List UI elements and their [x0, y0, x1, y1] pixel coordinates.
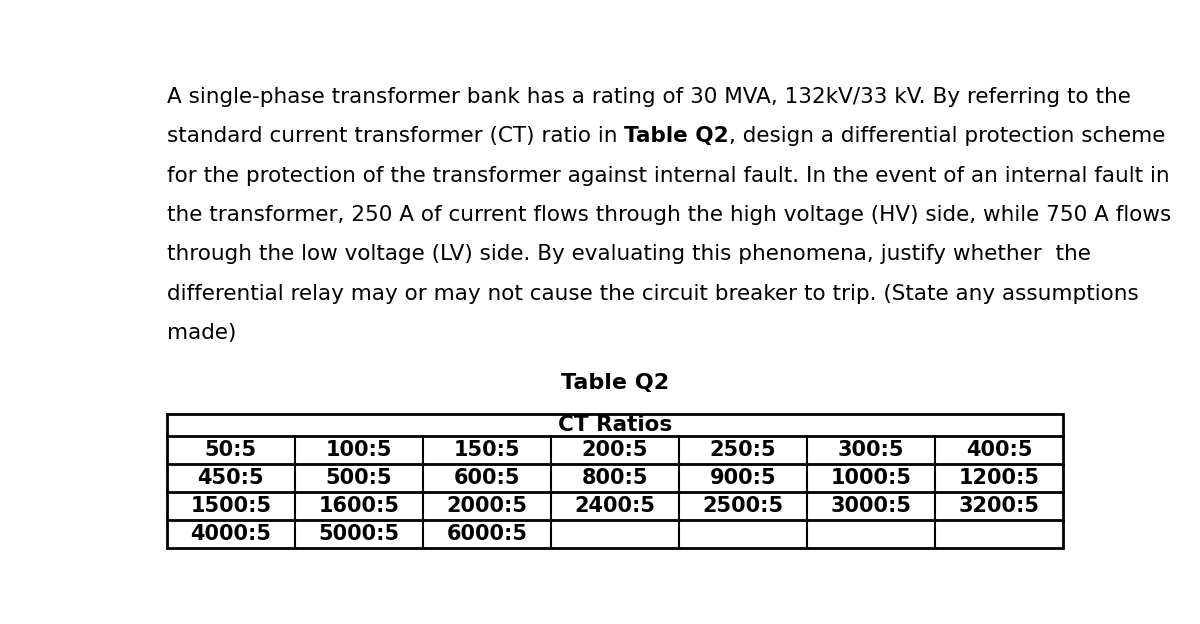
Text: CT Ratios: CT Ratios — [558, 415, 672, 435]
Text: for the protection of the transformer against internal fault. In the event of an: for the protection of the transformer ag… — [167, 166, 1169, 186]
Text: 2400:5: 2400:5 — [575, 496, 655, 516]
Text: 1600:5: 1600:5 — [318, 496, 400, 516]
Text: 900:5: 900:5 — [709, 468, 776, 488]
Text: 800:5: 800:5 — [582, 468, 648, 488]
Text: 1000:5: 1000:5 — [830, 468, 912, 488]
Text: 2500:5: 2500:5 — [702, 496, 784, 516]
Text: through the low voltage (LV) side. By evaluating this phenomena, justify whether: through the low voltage (LV) side. By ev… — [167, 245, 1091, 265]
Text: , design a differential protection scheme: , design a differential protection schem… — [728, 126, 1165, 146]
Text: 300:5: 300:5 — [838, 440, 905, 460]
Text: 3200:5: 3200:5 — [959, 496, 1039, 516]
Text: 5000:5: 5000:5 — [318, 524, 400, 544]
Text: 1200:5: 1200:5 — [959, 468, 1039, 488]
Text: 6000:5: 6000:5 — [446, 524, 528, 544]
Text: differential relay may or may not cause the circuit breaker to trip. (State any : differential relay may or may not cause … — [167, 284, 1139, 304]
Text: Table Q2: Table Q2 — [624, 126, 728, 146]
Text: 400:5: 400:5 — [966, 440, 1032, 460]
Text: Table Q2: Table Q2 — [560, 373, 670, 392]
Text: the transformer, 250 A of current flows through the high voltage (HV) side, whil: the transformer, 250 A of current flows … — [167, 205, 1171, 225]
Text: A single-phase transformer bank has a rating of 30 MVA, 132kV/33 kV. By referrin: A single-phase transformer bank has a ra… — [167, 87, 1130, 107]
Text: standard current transformer (CT) ratio in: standard current transformer (CT) ratio … — [167, 126, 624, 146]
Text: 150:5: 150:5 — [454, 440, 521, 460]
Text: 50:5: 50:5 — [205, 440, 257, 460]
Text: 200:5: 200:5 — [582, 440, 648, 460]
Text: 600:5: 600:5 — [454, 468, 520, 488]
Text: 4000:5: 4000:5 — [191, 524, 271, 544]
Text: 100:5: 100:5 — [325, 440, 392, 460]
Text: made): made) — [167, 323, 236, 343]
Text: 1500:5: 1500:5 — [191, 496, 271, 516]
Text: 2000:5: 2000:5 — [446, 496, 528, 516]
Text: 500:5: 500:5 — [325, 468, 392, 488]
Text: 450:5: 450:5 — [198, 468, 264, 488]
Text: 3000:5: 3000:5 — [830, 496, 912, 516]
Text: 250:5: 250:5 — [709, 440, 776, 460]
